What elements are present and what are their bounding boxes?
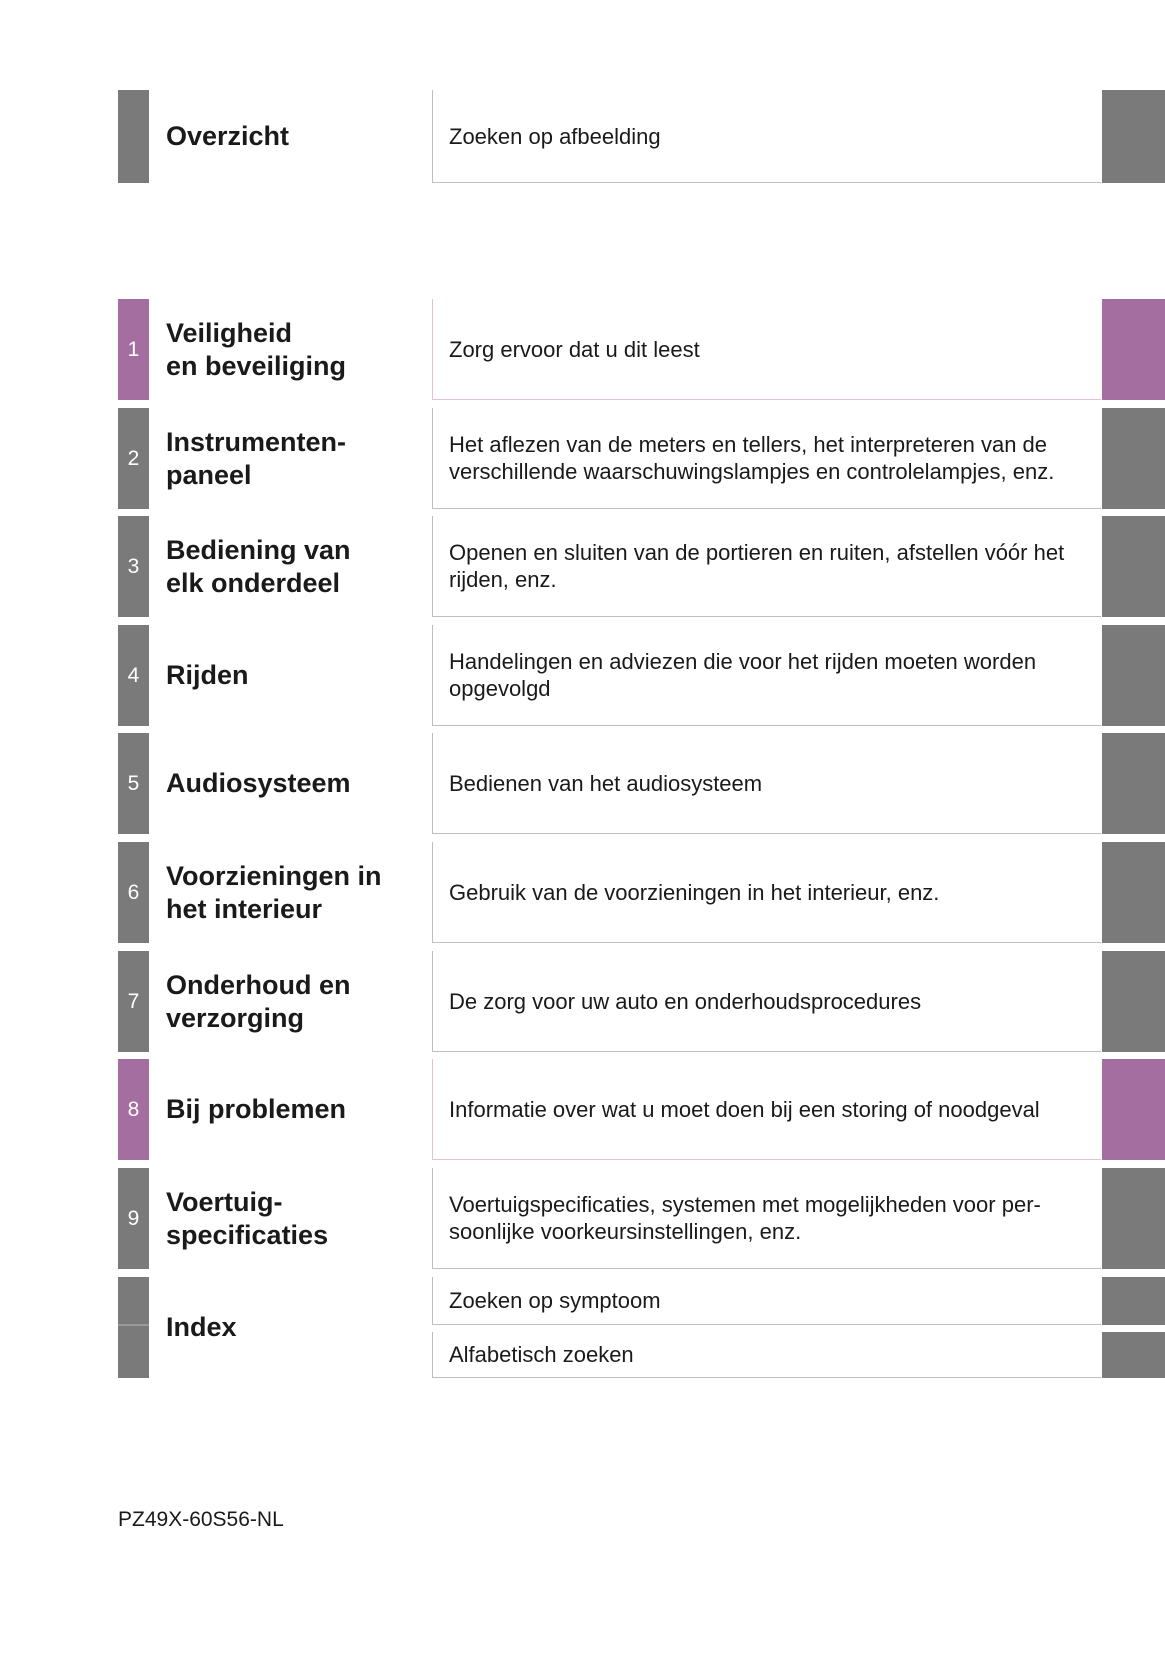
section-number: 2 [118,408,149,509]
section-description[interactable]: Gebruik van de voorzieningen in het inte… [432,842,1101,943]
section-title: Veiligheid en beveiliging [166,317,347,381]
section-row[interactable]: 4 Rijden Handelingen en adviezen die voo… [0,625,1165,726]
section-row[interactable]: 6 Voorzieningen in het interieur Gebruik… [0,842,1165,943]
section-number: 7 [118,951,149,1052]
section-description[interactable]: Handelingen en adviezen die voor het rij… [432,625,1101,726]
index-item-symptom[interactable]: Zoeken op symptoom [432,1277,1101,1325]
section-title: Instrumenten- paneel [166,426,347,490]
index-edge-tab-alphabetical[interactable] [1102,1332,1165,1378]
section-edge-tab[interactable] [1102,408,1165,509]
section-row[interactable]: 5 Audiosysteem Bedienen van het audiosys… [0,733,1165,834]
section-row[interactable]: 9 Voertuig- specificaties Voertuigspecif… [0,1168,1165,1269]
document-code: PZ49X-60S56-NL [118,1508,284,1531]
section-row[interactable]: 8 Bij problemen Informatie over wat u mo… [0,1059,1165,1160]
index-row: Index Zoeken op symptoom Alfabetisch zoe… [0,1277,1165,1378]
section-edge-tab[interactable] [1102,516,1165,617]
overview-row[interactable]: Overzicht Zoeken op afbeelding [0,90,1165,183]
section-description[interactable]: Bedienen van het audiosysteem [432,733,1101,834]
section-number: 8 [118,1059,149,1160]
section-description[interactable]: De zorg voor uw auto en onderhoudsproced… [432,951,1101,1052]
index-tab-divider [118,1324,149,1326]
overview-edge-tab[interactable] [1102,90,1165,183]
section-edge-tab[interactable] [1102,299,1165,400]
index-tab [118,1277,149,1378]
section-number: 3 [118,516,149,617]
index-title: Index [166,1312,237,1342]
section-title: Bij problemen [166,1094,347,1124]
section-title: Voertuig- specificaties [166,1186,329,1250]
section-edge-tab[interactable] [1102,1168,1165,1269]
section-edge-tab[interactable] [1102,842,1165,943]
index-edge-tab-symptom[interactable] [1102,1277,1165,1325]
section-edge-tab[interactable] [1102,1059,1165,1160]
section-number: 9 [118,1168,149,1269]
section-description[interactable]: Informatie over wat u moet doen bij een … [432,1059,1101,1160]
section-row[interactable]: 1 Veiligheid en beveiliging Zorg ervoor … [0,299,1165,400]
section-description[interactable]: Het aflezen van de meters en tellers, he… [432,408,1101,509]
overview-title: Overzicht [166,121,290,151]
section-number: 4 [118,625,149,726]
section-row[interactable]: 7 Onderhoud en verzorging De zorg voor u… [0,951,1165,1052]
section-description[interactable]: Openen en sluiten van de portieren en ru… [432,516,1101,617]
section-row[interactable]: 3 Bediening van elk onderdeel Openen en … [0,516,1165,617]
section-description[interactable]: Zorg ervoor dat u dit leest [432,299,1101,400]
section-title: Onderhoud en verzorging [166,969,351,1033]
section-row[interactable]: 2 Instrumenten- paneel Het aflezen van d… [0,408,1165,509]
section-number: 5 [118,733,149,834]
section-edge-tab[interactable] [1102,733,1165,834]
index-item-alphabetical[interactable]: Alfabetisch zoeken [432,1332,1101,1378]
overview-tab [118,90,149,183]
section-edge-tab[interactable] [1102,625,1165,726]
section-description[interactable]: Voertuigspecificaties, systemen met moge… [432,1168,1101,1269]
section-title: Voorzieningen in het interieur [166,860,382,924]
section-edge-tab[interactable] [1102,951,1165,1052]
section-title: Bediening van elk onderdeel [166,534,351,598]
section-title: Audiosysteem [166,768,351,798]
section-number: 1 [118,299,149,400]
section-title: Rijden [166,660,249,690]
section-number: 6 [118,842,149,943]
overview-description[interactable]: Zoeken op afbeelding [432,90,1101,183]
